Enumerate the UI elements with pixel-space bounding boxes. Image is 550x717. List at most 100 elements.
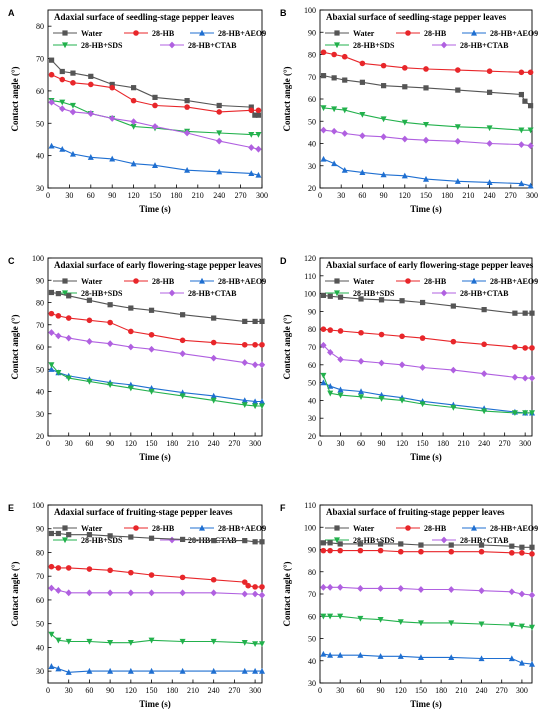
data-point (358, 296, 364, 302)
series-line (323, 107, 531, 131)
x-tick-label: 240 (476, 686, 488, 695)
legend-label: Water (353, 524, 375, 533)
y-tick-label: 30 (308, 414, 316, 423)
series-28-hb-sds (320, 105, 534, 134)
data-point (359, 111, 366, 118)
data-point (59, 68, 65, 75)
panel-letter: D (280, 256, 287, 266)
data-point (252, 403, 259, 410)
data-point (55, 637, 62, 644)
y-tick-label: 70 (308, 343, 316, 352)
series-28-hb-ctab (320, 583, 536, 599)
data-point (341, 53, 348, 60)
y-tick-label: 40 (308, 396, 316, 405)
data-point (522, 345, 528, 351)
series-28-hb-aeo9 (320, 650, 535, 667)
y-tick-label: 80 (308, 568, 316, 577)
data-point (320, 613, 327, 620)
legend-marker (133, 30, 139, 36)
data-point (242, 318, 248, 325)
data-point (59, 145, 66, 152)
panel-e: E Adaxial surface of fruiting-stage peppe… (8, 501, 266, 709)
legend-entry: 28-HB+AEO9 (190, 524, 266, 533)
legend-label: Water (353, 277, 375, 286)
legend-label: 28-HB+CTAB (460, 536, 509, 545)
data-point (341, 167, 348, 173)
x-tick-label: 30 (65, 191, 73, 200)
data-point (448, 586, 455, 593)
legend-label: Water (353, 29, 375, 38)
data-point (423, 66, 429, 72)
legend-marker (199, 277, 205, 284)
data-point (337, 541, 343, 547)
data-point (358, 394, 365, 401)
data-point (259, 641, 265, 648)
data-point (148, 388, 155, 395)
data-point (320, 372, 327, 379)
x-axis-label: Time (s) (139, 452, 171, 462)
data-point (397, 585, 404, 592)
series-28-hb-ctab (48, 98, 262, 153)
legend-marker (440, 289, 448, 297)
series-28-hb (48, 71, 262, 115)
data-point (529, 551, 535, 557)
data-point (527, 103, 534, 109)
y-tick-label: 30 (308, 162, 316, 171)
legend-label: 28-HB+CTAB (460, 289, 509, 298)
data-point (252, 641, 259, 648)
data-point (107, 667, 114, 674)
series-28-hb-sds (320, 372, 535, 417)
data-point (527, 127, 534, 134)
data-point (331, 160, 338, 167)
data-point (179, 393, 186, 400)
x-axis-label: Time (s) (139, 204, 171, 214)
legend-marker (405, 525, 411, 531)
data-point (109, 115, 116, 122)
series-line (323, 344, 532, 379)
data-point (481, 341, 487, 348)
x-tick-label: 210 (192, 191, 204, 200)
y-tick-label: 40 (36, 152, 44, 161)
data-point (320, 379, 327, 386)
x-tick-label: 180 (170, 191, 182, 200)
data-point (327, 327, 334, 333)
data-point (48, 530, 55, 537)
legend-entry: 28-HB+SDS (325, 41, 395, 50)
y-axis-label: Contact angle (°) (10, 561, 20, 626)
x-tick-label: 120 (396, 439, 408, 448)
legend-entry: Water (325, 524, 375, 533)
data-point (398, 361, 406, 369)
x-tick-label: 300 (526, 191, 538, 200)
data-point (66, 293, 72, 299)
data-point (320, 341, 327, 349)
data-point (401, 172, 408, 179)
data-point (48, 142, 55, 149)
data-point (448, 620, 455, 627)
y-tick-label: 110 (304, 272, 316, 281)
series-28-hb-aeo9 (48, 366, 265, 405)
data-point (210, 397, 217, 404)
data-point (48, 310, 55, 317)
series-line (323, 158, 531, 187)
data-point (70, 70, 76, 76)
data-point (478, 548, 485, 555)
data-point (148, 667, 155, 674)
data-point (455, 87, 461, 93)
data-point (107, 319, 113, 326)
x-axis-label: Time (s) (410, 452, 442, 462)
series-28-hb-sds (48, 631, 265, 648)
data-point (378, 396, 385, 402)
data-point (251, 361, 259, 369)
legend-marker (168, 536, 176, 544)
data-point (179, 667, 186, 674)
data-point (487, 89, 493, 95)
legend-marker (62, 290, 68, 297)
data-point (252, 318, 258, 325)
data-point (86, 566, 93, 572)
x-tick-label: 240 (208, 439, 220, 448)
legend-entry: Water (53, 524, 103, 533)
legend-marker (440, 41, 448, 49)
data-point (241, 397, 248, 403)
data-point (148, 345, 155, 353)
